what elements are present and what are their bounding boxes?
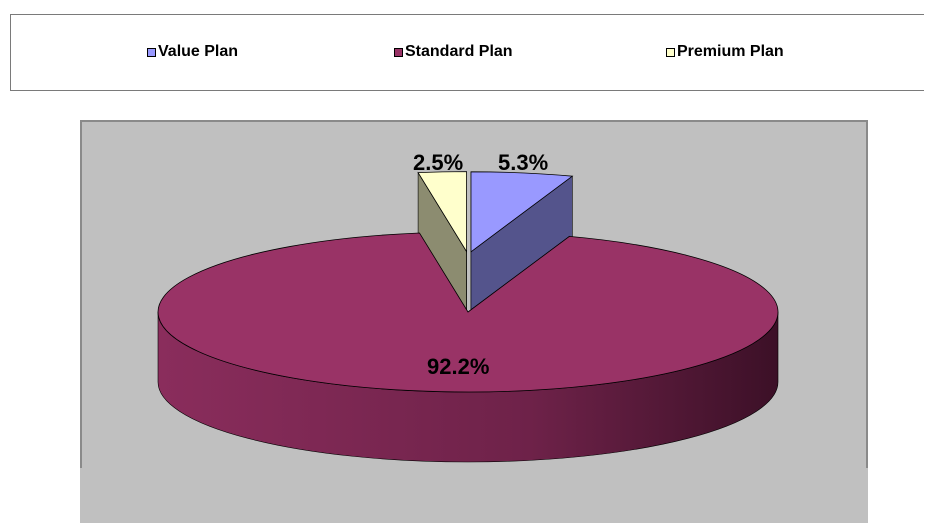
legend-swatch-standard-plan xyxy=(394,47,403,57)
legend-label-standard-plan: Standard Plan xyxy=(405,43,513,60)
data-label-standard-plan: 92.2% xyxy=(427,354,489,379)
legend-item-value-plan: Value Plan xyxy=(147,43,238,61)
plot-border-left xyxy=(80,120,82,468)
pie-slice-premium-plan xyxy=(417,171,467,254)
legend-swatch-premium-plan xyxy=(666,47,675,57)
plot-area: 5.3% 92.2% 2.5% xyxy=(80,120,868,523)
legend-label-value-plan: Value Plan xyxy=(158,43,239,60)
legend-label-premium-plan: Premium Plan xyxy=(677,43,784,60)
chart-legend: Value Plan Standard Plan Premium Plan xyxy=(10,14,924,91)
data-label-premium-plan: 2.5% xyxy=(413,150,463,175)
plot-border-top xyxy=(80,120,868,122)
legend-swatch-value-plan xyxy=(147,47,156,57)
plot-border-right xyxy=(866,120,868,468)
pie-slice-standard-plan xyxy=(157,232,779,393)
pie-slice-value-plan xyxy=(470,171,574,253)
legend-item-premium-plan: Premium Plan xyxy=(666,43,784,61)
pie-chart: 5.3% 92.2% 2.5% xyxy=(157,150,779,463)
data-label-value-plan: 5.3% xyxy=(498,150,548,175)
legend-item-standard-plan: Standard Plan xyxy=(394,43,513,61)
